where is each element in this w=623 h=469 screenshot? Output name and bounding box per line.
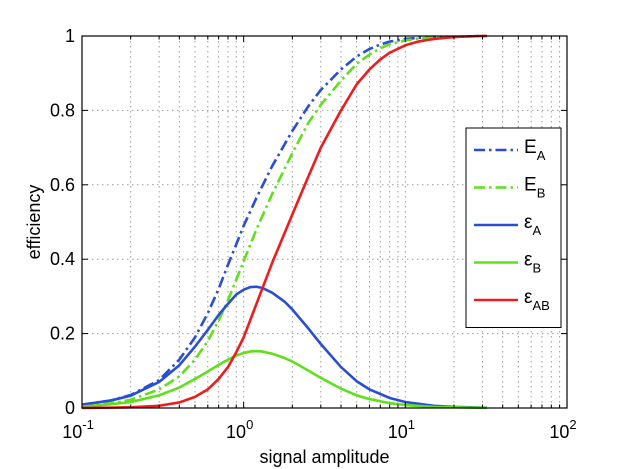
legend-entry: EB — [524, 175, 545, 201]
x-tick-label: 101 — [388, 417, 415, 442]
legend-entry: EA — [524, 137, 546, 163]
tick-labels: 10-1 100 101 102 0 0.2 0.4 0.6 0.8 1 — [50, 26, 577, 442]
axis-ticks — [81, 35, 567, 409]
axes-frame — [81, 35, 568, 409]
y-axis-label: efficiency — [24, 185, 44, 260]
y-tick-label: 0.6 — [50, 175, 75, 195]
legend-entry: εAB — [524, 287, 550, 313]
y-tick-label: 0 — [65, 398, 75, 418]
legend-entry: εA — [524, 212, 541, 238]
y-tick-label: 0.8 — [50, 100, 75, 120]
series-line-E-b — [81, 34, 487, 408]
series-lines — [81, 34, 487, 410]
series-line-E-a — [81, 34, 487, 406]
x-axis-label: signal amplitude — [259, 447, 389, 467]
x-tick-label: 100 — [226, 417, 253, 442]
series-line-ε-b — [81, 349, 487, 409]
x-tick-label: 10-1 — [62, 417, 94, 442]
y-tick-label: 0.4 — [50, 249, 75, 269]
legend: EA EB εA εB εAB — [465, 127, 562, 328]
y-tick-label: 0.2 — [50, 324, 75, 344]
series-line-ε-a — [81, 285, 487, 409]
series-line-ε-ab — [81, 34, 487, 410]
legend-entry: εB — [524, 250, 541, 276]
y-tick-label: 1 — [65, 26, 75, 46]
x-tick-label: 102 — [549, 417, 576, 442]
legend-box — [465, 127, 562, 328]
